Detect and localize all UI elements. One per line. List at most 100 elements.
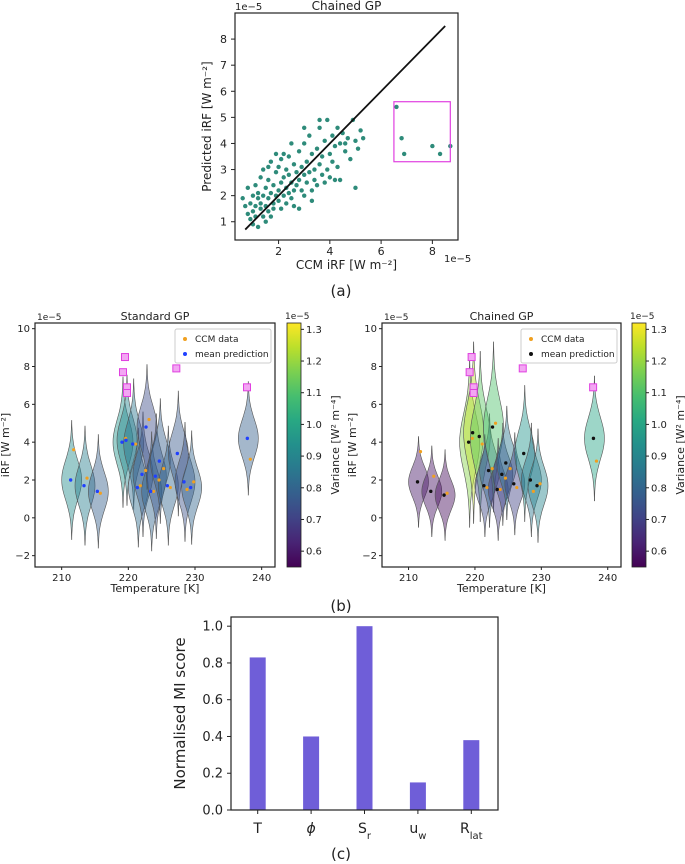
panel-c-bar [303,736,320,810]
panel-c-ytick-label: 0.8 [202,656,223,671]
panel-c-bar [249,657,266,810]
panel-b-chained-mean-point [466,440,471,444]
panel-b-standard-colorbar-tick-label: 1.0 [306,420,322,431]
panel-b-chained-legend-mean: mean prediction [541,350,615,360]
panel-a-ytick-label: 4 [220,137,227,150]
panel-b-standard-colorbar [286,322,302,568]
panel-b-standard: Standard GP 1e−5 210 220 230 240 −2 0 2 4 6 8 10 Temp… [0,310,342,595]
panel-a-point [281,175,286,180]
panel-a-point [278,206,284,211]
panel-b-standard-ccm-point [98,491,102,495]
panel-b-chained-xlabel: Temperature [K] [456,582,546,595]
panel-b-standard-mean-point [68,478,73,482]
panel-a-point [286,154,292,159]
panel-b-chained-colorbar-tick-label: 0.7 [651,515,667,526]
panel-a-y-offset: 1e−5 [235,2,262,13]
panel-b-standard-colorbar-tick-label: 1.3 [306,325,322,336]
panel-a-ytick-label: 2 [220,190,227,203]
panel-a-point [248,201,253,206]
panel-b-chained-mean-point [528,478,533,482]
panel-b-standard-y-offset: 1e−5 [37,313,62,323]
panel-b-chained-mean-point [490,425,495,429]
panel-b-standard-colorbar-tick-label: 1.2 [306,357,322,368]
panel-b-chained-xtick-label: 240 [598,573,617,584]
panel-a-point [335,125,340,131]
panel-b-standard-legend-mean-marker [183,352,187,356]
panel-b-chained-ytick-label: 2 [371,475,377,486]
panel-b-standard-ccm-point [162,467,166,471]
panel-a-point [294,183,299,188]
panel-b-standard-ytick-label: 0 [24,513,30,524]
panel-a-point [281,151,286,157]
panel-b-chained-legend-mean-marker [529,352,533,356]
panel-a-ytick-label: 1 [220,216,227,229]
panel-b-chained-ccm-point [531,489,535,493]
panel-b-standard-colorbar-label: Variance [W² m⁻⁴] [329,395,342,494]
panel-a-point [281,193,286,198]
panel-b-chained-colorbar-tick-label: 0.8 [651,483,667,494]
panel-b-standard-ccm-point [157,478,161,482]
panel-b-standard-colorbar-tick-label: 0.9 [306,452,322,463]
panel-a-point [302,125,307,131]
panel-a-label: (a) [330,282,352,300]
panel-b-chained-ccm-point [493,421,498,425]
panel-b-standard-xtick-label: 240 [252,573,271,584]
panel-a-point [430,143,435,149]
panel-a-point [437,151,443,157]
panel-b-chained-mean-point [591,436,596,441]
panel-b-chained-colorbar-tick-label: 1.2 [651,357,667,368]
panel-b-chained-title: Chained GP [470,310,534,323]
panel-b-chained-frame [381,322,622,568]
panel-a-point [291,203,297,209]
panel-b-standard-ytick-label: 4 [24,438,30,449]
panel-c-frame [230,616,499,811]
panel-a-point [278,156,284,162]
panel-b-chained-colorbar-tick-label: 1.0 [651,420,667,431]
panel-b-standard-xtick-label: 220 [119,573,138,584]
panel-a-point [327,175,333,180]
panel-b-chained-mean-point [482,483,486,488]
panel-b-standard-legend [174,328,272,364]
panel-b-standard-frame [34,322,276,568]
panel-b-chained-mean-point [512,482,516,486]
panel-b-chained-ccm-point [418,450,423,454]
panel-a-point [299,164,304,170]
panel-b-chained-legend-ccm-marker [529,337,533,341]
panel-a-point [266,209,271,214]
panel-a-point [255,196,261,201]
panel-a-point [268,214,274,219]
panel-b-standard-mean-point [175,451,180,456]
panel-a-xtick-label: 2 [275,245,282,258]
panel-b-chained-mean-point [477,434,481,439]
panel-b-standard-colorbar-tick-label: 0.7 [306,515,322,526]
panel-b-chained-highlight [469,388,478,397]
panel-a-ytick-label: 5 [220,111,227,124]
panel-b-standard-ytick-label: −2 [15,551,30,562]
panel-a-point [291,188,297,193]
panel-b-standard-legend-ccm: CCM data [195,335,238,345]
panel-b-chained-ccm-point [508,467,512,471]
panel-b-standard-ccm-point [248,457,252,461]
panel-a-point [273,169,279,175]
panel-b-standard-legend-mean: mean prediction [195,350,269,360]
panel-b-chained-mean-point [470,431,475,435]
panel-a-point [258,201,263,206]
panel-a-point [271,206,276,211]
panel-a-point [394,104,399,110]
panel-a-point [294,169,299,175]
panel-b-standard-ccm-point [168,485,172,490]
panel-a-point [245,211,251,217]
panel-a-point [401,151,407,157]
panel-b-standard-mean-point [130,442,135,446]
panel-b-standard-mean-point [124,438,128,442]
panel-b-chained-ccm-point [515,485,519,490]
panel-b-standard-title: Standard GP [121,310,190,323]
panel-b-standard-ytick-label: 2 [24,475,30,486]
panel-c-bar [463,740,480,810]
panel-a-x-offset: 1e−5 [444,254,471,265]
panel-a-point [260,167,266,172]
panel-a-point [314,183,320,188]
panel-b-chained-mean-point [486,468,491,473]
panel-a-point [253,203,258,209]
panel-b-chained-ccm-point [470,436,474,440]
